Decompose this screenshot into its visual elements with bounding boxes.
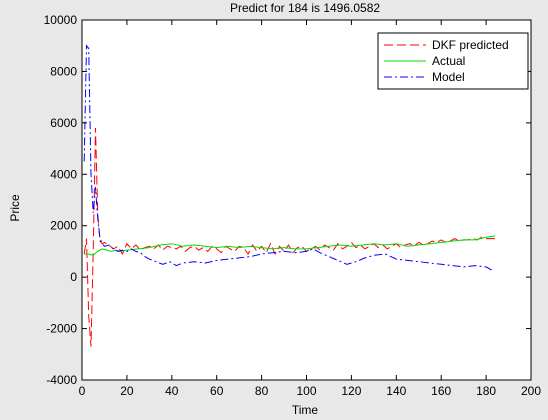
x-axis-label: Time	[292, 403, 319, 417]
series-line-dkf-predicted	[83, 127, 496, 347]
plot-frame	[81, 19, 532, 381]
y-tick-label: 0	[70, 270, 77, 284]
y-tick-label: 6000	[50, 116, 77, 130]
legend-label-dkf-predicted: DKF predicted	[432, 38, 509, 52]
y-axis-label: Price	[8, 194, 22, 222]
ticks-layer: 0 20 40 60 80 100 120 140 160 180 200 -4000 -2000 0 20…	[44, 13, 542, 398]
y-tick-label: 10000	[44, 13, 78, 27]
legend: DKF predicted Actual Model	[377, 32, 529, 90]
y-tick-label: 4000	[50, 167, 77, 181]
legend-label-model: Model	[432, 70, 465, 84]
series-line-model	[83, 44, 494, 272]
legend-label-actual: Actual	[432, 54, 465, 68]
y-tick-label: 8000	[50, 64, 77, 78]
y-tick-label: -4000	[46, 373, 77, 387]
series-layer	[83, 44, 496, 347]
series-line-actual	[84, 235, 496, 256]
chart-title: Predict for 184 is 1496.0582	[230, 1, 380, 15]
x-tick-label: 100	[296, 384, 316, 398]
x-tick-label: 180	[476, 384, 496, 398]
x-tick-label: 60	[210, 384, 224, 398]
x-tick-label: 0	[79, 384, 86, 398]
x-tick-label: 80	[255, 384, 269, 398]
x-tick-label: 200	[521, 384, 541, 398]
x-tick-label: 140	[386, 384, 406, 398]
x-tick-label: 120	[341, 384, 361, 398]
y-tick-label: 2000	[50, 219, 77, 233]
x-tick-label: 160	[431, 384, 451, 398]
x-tick-label: 20	[120, 384, 134, 398]
y-tick-label: -2000	[46, 322, 77, 336]
x-tick-label: 40	[165, 384, 179, 398]
